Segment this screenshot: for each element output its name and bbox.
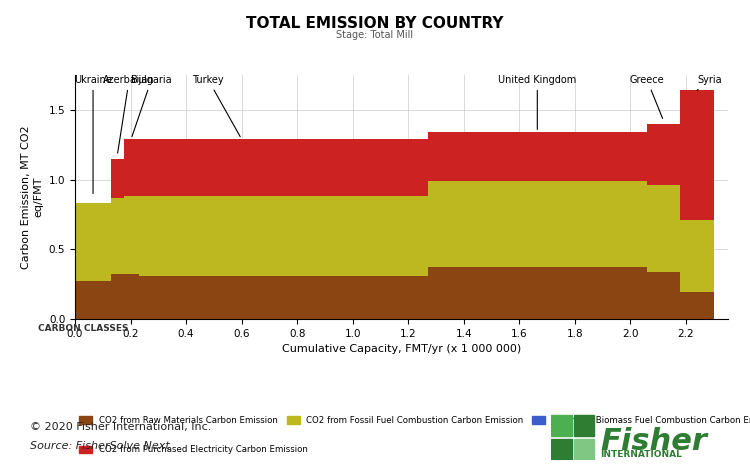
Bar — [139, 276, 427, 319]
Bar — [427, 181, 647, 267]
Bar — [124, 274, 139, 319]
Bar — [124, 197, 139, 274]
Text: INTERNATIONAL: INTERNATIONAL — [600, 450, 682, 459]
Bar — [111, 197, 124, 274]
Text: CARBON CLASSES: CARBON CLASSES — [38, 324, 128, 333]
Text: Fisher: Fisher — [600, 427, 706, 456]
Bar — [680, 293, 713, 319]
Bar — [139, 197, 427, 276]
Text: United Kingdom: United Kingdom — [498, 75, 577, 129]
Bar — [124, 139, 139, 197]
Bar — [75, 281, 111, 319]
Bar — [647, 272, 680, 319]
Text: TOTAL EMISSION BY COUNTRY: TOTAL EMISSION BY COUNTRY — [246, 16, 504, 31]
Bar — [427, 267, 647, 319]
Bar — [111, 274, 124, 319]
Bar — [574, 415, 594, 436]
Text: Greece: Greece — [630, 75, 664, 119]
Text: Stage: Total Mill: Stage: Total Mill — [337, 30, 413, 40]
Bar — [551, 439, 572, 460]
Bar — [551, 415, 572, 436]
Bar — [680, 91, 713, 220]
Bar — [647, 185, 680, 272]
Bar — [427, 132, 647, 181]
Text: Turkey: Turkey — [193, 75, 240, 137]
Bar — [574, 439, 594, 460]
Bar — [139, 139, 427, 197]
Bar — [75, 203, 111, 281]
Text: Source: FisherSolve Next: Source: FisherSolve Next — [30, 441, 170, 451]
Text: Syria: Syria — [697, 75, 721, 91]
Bar — [647, 124, 680, 185]
Bar — [111, 159, 124, 197]
X-axis label: Cumulative Capacity, FMT/yr (x 1 000 000): Cumulative Capacity, FMT/yr (x 1 000 000… — [282, 344, 520, 354]
Text: © 2020 Fisher International, Inc.: © 2020 Fisher International, Inc. — [30, 422, 211, 432]
Legend: CO2 from Purchased Electricity Carbon Emission: CO2 from Purchased Electricity Carbon Em… — [80, 445, 308, 454]
Text: Azerbaijan: Azerbaijan — [104, 75, 155, 153]
Bar — [680, 220, 713, 293]
Text: Bulgaria: Bulgaria — [131, 75, 172, 136]
Text: Ukraine: Ukraine — [74, 75, 112, 194]
Y-axis label: Carbon Emission, MT CO2
eq/FMT: Carbon Emission, MT CO2 eq/FMT — [22, 125, 43, 269]
